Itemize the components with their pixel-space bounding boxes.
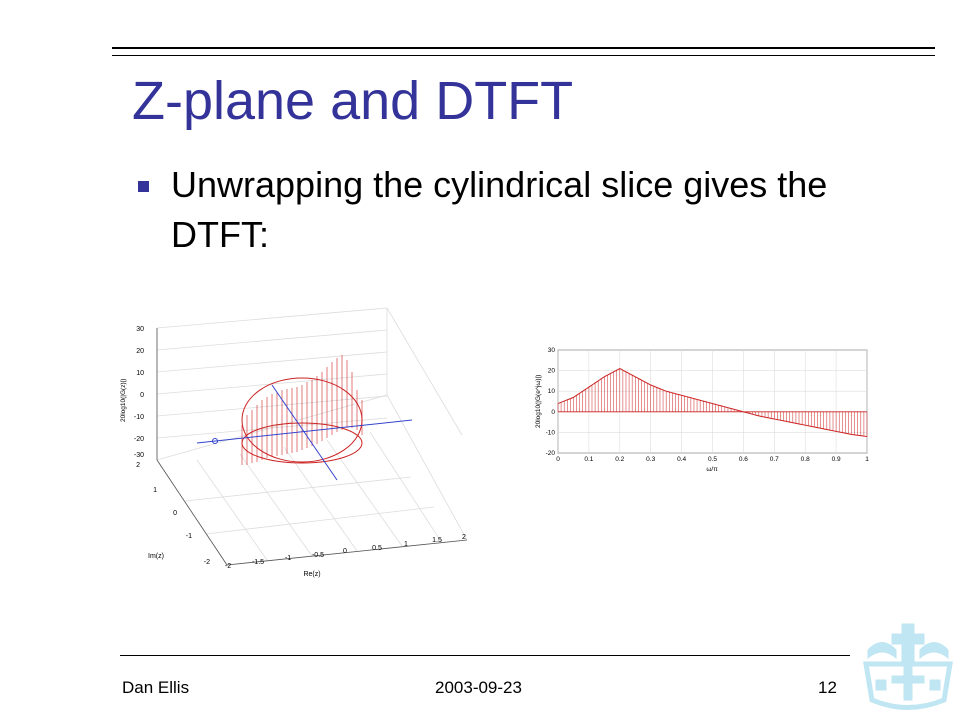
x-tick: -1 bbox=[285, 555, 291, 562]
x-tick: 0.5 bbox=[372, 545, 382, 552]
dtft-stems bbox=[557, 368, 868, 437]
bullet-square-icon bbox=[138, 181, 149, 192]
bullet-text: Unwrapping the cylindrical slice gives t… bbox=[171, 164, 828, 255]
dtft-xlabel: ω/π bbox=[706, 466, 718, 473]
y-tick: 1 bbox=[153, 487, 157, 494]
zplane-y-ticks: 2 1 0 -1 -2 bbox=[136, 462, 210, 566]
x-tick: 0 bbox=[343, 548, 347, 555]
zplane-x-ticks: -2 -1.5 -1 -0.5 0 0.5 1 1.5 2 bbox=[225, 534, 466, 570]
z-tick: -10 bbox=[134, 414, 144, 421]
zplane-ylabel: Im(z) bbox=[148, 553, 164, 560]
x-tick: 0.3 bbox=[646, 456, 655, 463]
x-tick: 0 bbox=[556, 456, 560, 463]
x-tick: 0.6 bbox=[739, 456, 748, 463]
x-tick: 0.8 bbox=[801, 456, 810, 463]
footer-date: 2003-09-23 bbox=[435, 678, 522, 697]
top-rule-thin bbox=[112, 55, 935, 56]
y-tick: -20 bbox=[546, 450, 556, 457]
x-tick: 0.2 bbox=[615, 456, 624, 463]
y-tick: -10 bbox=[546, 429, 556, 436]
dtft-x-ticks: 0 0.1 0.2 0.3 0.4 0.5 0.6 0.7 0.8 0.9 1 bbox=[556, 456, 869, 463]
y-tick: 30 bbox=[548, 347, 556, 354]
footer-rule bbox=[120, 655, 850, 656]
zplane-xlabel: Re(z) bbox=[303, 571, 320, 578]
footer-author: Dan Ellis bbox=[122, 678, 190, 697]
dtft-y-ticks: 30 20 10 0 -10 -20 bbox=[546, 347, 556, 457]
x-tick: 0.5 bbox=[708, 456, 717, 463]
z-tick: 0 bbox=[140, 392, 144, 399]
y-tick: 0 bbox=[551, 409, 555, 416]
dtft-curve bbox=[557, 367, 868, 438]
y-tick: 0 bbox=[173, 510, 177, 517]
x-tick: 0.4 bbox=[677, 456, 686, 463]
slide-title: Z-plane and DTFT bbox=[132, 71, 574, 131]
footer-page: 12 bbox=[818, 678, 837, 697]
z-tick: -20 bbox=[134, 436, 144, 443]
zplane-axes bbox=[156, 328, 468, 566]
x-tick: -2 bbox=[225, 563, 231, 570]
z-tick: -30 bbox=[134, 452, 144, 459]
z-tick: 30 bbox=[136, 326, 144, 333]
y-tick: 10 bbox=[548, 388, 556, 395]
z-tick: 10 bbox=[136, 370, 144, 377]
z-tick: 20 bbox=[136, 348, 144, 355]
x-tick: 0.1 bbox=[584, 456, 593, 463]
x-tick: -1.5 bbox=[252, 559, 264, 566]
zplane-axis-lines bbox=[196, 384, 413, 481]
y-tick: -1 bbox=[186, 533, 192, 540]
x-tick: -0.5 bbox=[312, 552, 324, 559]
x-tick: 0.9 bbox=[832, 456, 841, 463]
zplane-z-ticks: 30 20 10 0 -10 -20 -30 bbox=[134, 326, 144, 459]
university-crown-logo-icon bbox=[863, 623, 953, 710]
x-tick: 0.7 bbox=[770, 456, 779, 463]
x-tick: 1.5 bbox=[432, 537, 442, 544]
x-tick: 1 bbox=[404, 541, 408, 548]
zplane-3d-figure: 30 20 10 0 -10 -20 -30 20log10(|G(z)|) 2… bbox=[120, 307, 468, 578]
y-tick: -2 bbox=[204, 559, 210, 566]
zplane-zlabel: 20log10(|G(z)|) bbox=[120, 379, 127, 422]
top-rule-thick bbox=[112, 47, 935, 49]
y-tick: 20 bbox=[548, 368, 556, 375]
zplane-slice bbox=[241, 355, 363, 465]
dtft-ylabel: 20log10(|G(e^jω)|) bbox=[535, 375, 542, 428]
x-tick: 1 bbox=[865, 456, 869, 463]
x-tick: 2 bbox=[462, 534, 466, 541]
y-tick: 2 bbox=[136, 462, 140, 469]
